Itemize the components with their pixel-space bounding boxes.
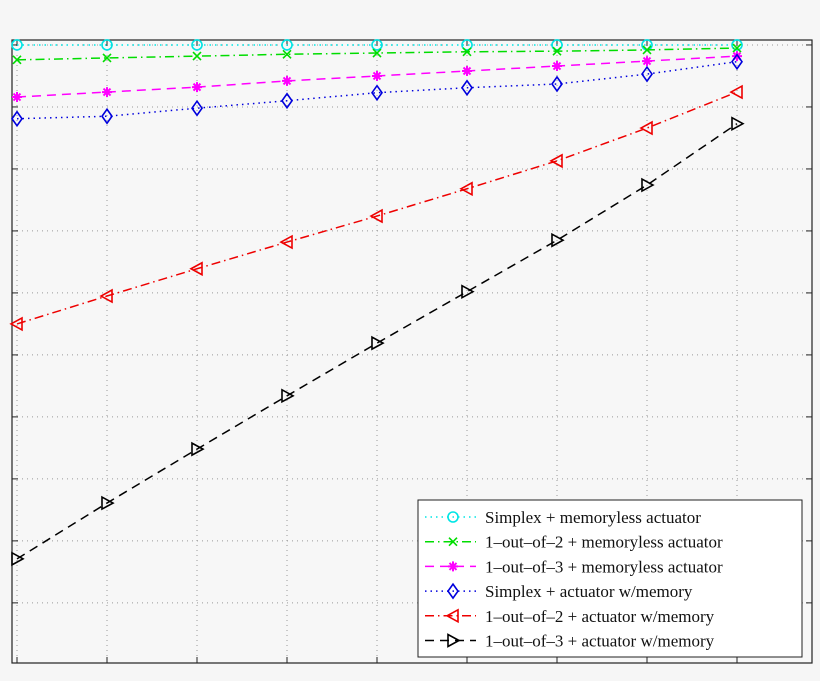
data-point <box>189 261 203 277</box>
data-point <box>101 495 115 511</box>
series-line <box>16 91 738 325</box>
data-point <box>731 53 743 71</box>
legend-label: 1–out–of–3 + memoryless actuator <box>485 557 723 576</box>
data-point <box>281 388 295 404</box>
data-point <box>461 79 473 97</box>
data-point <box>101 39 113 51</box>
data-point <box>12 92 22 103</box>
legend-label: Simplex + actuator w/memory <box>485 582 693 601</box>
data-point <box>11 110 23 128</box>
data-point <box>371 335 385 351</box>
data-point <box>641 177 655 193</box>
plot-frame <box>11 39 813 664</box>
legend-label: 1–out–of–3 + actuator w/memory <box>485 632 715 651</box>
data-point <box>551 75 563 93</box>
legend-marker <box>445 608 459 624</box>
data-point <box>462 65 472 76</box>
data-point <box>551 232 565 248</box>
legend-marker <box>447 511 459 523</box>
data-point <box>282 75 292 86</box>
data-point <box>639 120 653 136</box>
series-6 <box>11 116 745 567</box>
data-point <box>551 39 563 51</box>
data-point <box>731 39 743 51</box>
data-point <box>102 53 112 63</box>
data-point <box>459 181 473 197</box>
data-point <box>12 55 22 65</box>
data-point <box>729 84 743 100</box>
data-point <box>732 43 742 53</box>
data-point <box>732 51 742 62</box>
data-point <box>371 39 383 51</box>
data-point <box>642 45 652 55</box>
data-point <box>641 65 653 83</box>
data-point <box>279 234 293 250</box>
legend-box <box>417 499 803 658</box>
data-point <box>731 116 745 132</box>
data-point <box>281 39 293 51</box>
data-point <box>552 61 562 72</box>
data-point <box>9 316 23 332</box>
data-point <box>372 48 382 58</box>
legend-item: Simplex + actuator w/memory <box>425 582 693 601</box>
series-1 <box>11 39 743 51</box>
series-5 <box>9 84 743 332</box>
data-point <box>461 284 475 300</box>
legend: Simplex + memoryless actuator 1–out–of–2 … <box>417 499 803 658</box>
legend-label: 1–out–of–2 + memoryless actuator <box>485 533 723 552</box>
data-point <box>642 56 652 67</box>
series-4 <box>11 53 743 128</box>
legend-marker <box>448 561 458 572</box>
legend-label: 1–out–of–2 + actuator w/memory <box>485 607 715 626</box>
data-point <box>191 99 203 117</box>
legend-marker <box>447 633 461 648</box>
data-point <box>11 551 25 567</box>
legend-item: 1–out–of–3 + memoryless actuator <box>425 557 723 576</box>
data-point <box>191 441 205 457</box>
data-point <box>371 84 383 102</box>
legend-marker <box>447 582 459 600</box>
data-point <box>461 39 473 51</box>
data-point <box>369 208 383 224</box>
data-point <box>281 92 293 110</box>
series-2 <box>12 43 742 65</box>
data-point <box>101 107 113 125</box>
data-point <box>462 47 472 57</box>
legend-label: Simplex + memoryless actuator <box>485 508 701 527</box>
data-point <box>191 39 203 51</box>
series-3 <box>12 51 742 103</box>
legend-item: 1–out–of–2 + memoryless actuator <box>425 533 723 552</box>
legend-item: 1–out–of–2 + actuator w/memory <box>425 607 715 626</box>
data-point <box>192 82 202 93</box>
legend-item: Simplex + memoryless actuator <box>425 508 701 527</box>
data-point <box>372 70 382 81</box>
data-point <box>102 87 112 98</box>
data-point <box>549 153 563 169</box>
data-point <box>99 288 113 304</box>
legend-item: 1–out–of–3 + actuator w/memory <box>425 632 715 651</box>
data-point <box>552 46 562 56</box>
series-line <box>16 123 738 560</box>
data-point <box>282 49 292 59</box>
data-point <box>192 51 202 61</box>
legend-marker <box>448 537 458 547</box>
data-point <box>11 39 23 51</box>
